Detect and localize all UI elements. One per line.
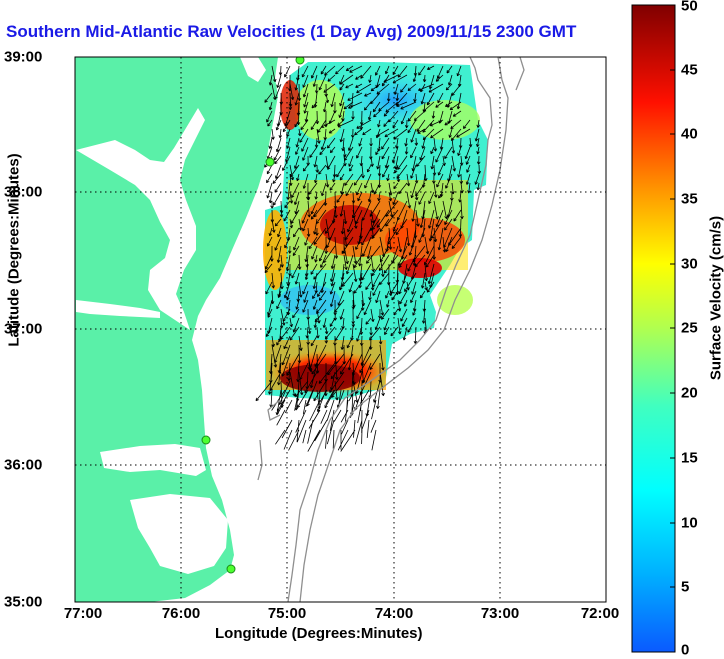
velocity-arrows <box>255 65 482 452</box>
y-tick-label: 35:00 <box>4 593 43 611</box>
velocity-vectors <box>255 65 482 452</box>
y-tick-label: 39:00 <box>4 48 43 66</box>
grid-lines <box>75 57 606 602</box>
colorbar-tick-label: 0 <box>681 641 690 659</box>
x-tick-label: 76:00 <box>161 605 201 622</box>
chesapeake-bay <box>76 108 205 330</box>
plot-frame <box>74 56 607 603</box>
colorbar-tick-label: 45 <box>681 61 698 79</box>
x-tick-label: 75:00 <box>267 605 307 622</box>
colorbar-tick-label: 15 <box>681 449 698 467</box>
bathymetry-contours <box>257 57 525 602</box>
y-tick-label: 37:00 <box>4 320 43 338</box>
colorbar-ticks <box>670 4 675 653</box>
colorbar-tick-label: 5 <box>681 578 690 596</box>
albemarle-sound <box>100 444 206 476</box>
colorbar-tick-label: 35 <box>681 190 698 208</box>
pamlico-sound <box>130 494 228 574</box>
x-tick-label: 73:00 <box>480 605 520 622</box>
colorbar-tick-label: 10 <box>681 514 698 532</box>
colorbar <box>631 4 676 653</box>
colorbar-tick-label: 40 <box>681 125 698 143</box>
colorbar-tick-label: 20 <box>681 384 698 402</box>
colorbar-tick-label: 30 <box>681 255 698 273</box>
y-tick-label: 38:00 <box>4 183 43 201</box>
colorbar-tick-label: 50 <box>681 0 698 15</box>
river-james <box>76 300 160 318</box>
radar-site-marker <box>201 435 211 445</box>
radar-sites <box>201 57 305 574</box>
colorbar-tick-label: 25 <box>681 319 698 337</box>
x-axis-label: Longitude (Degrees:Minutes) <box>215 625 423 642</box>
colorbar-label: Surface Velocity (cm/s) <box>707 215 724 381</box>
x-tick-label: 77:00 <box>63 605 103 622</box>
radar-site-marker <box>226 564 236 574</box>
velocity-field <box>263 62 488 400</box>
x-tick-label: 72:00 <box>580 605 620 622</box>
x-tick-label: 74:00 <box>374 605 414 622</box>
y-tick-label: 36:00 <box>4 456 43 474</box>
y-axis-label: Latitude (Degrees:Minutes) <box>5 153 23 347</box>
radar-site-marker <box>265 157 275 167</box>
radar-site-marker <box>295 57 305 65</box>
map-title: Southern Mid-Atlantic Raw Velocities (1 … <box>6 22 577 41</box>
delaware-bay <box>240 57 266 82</box>
